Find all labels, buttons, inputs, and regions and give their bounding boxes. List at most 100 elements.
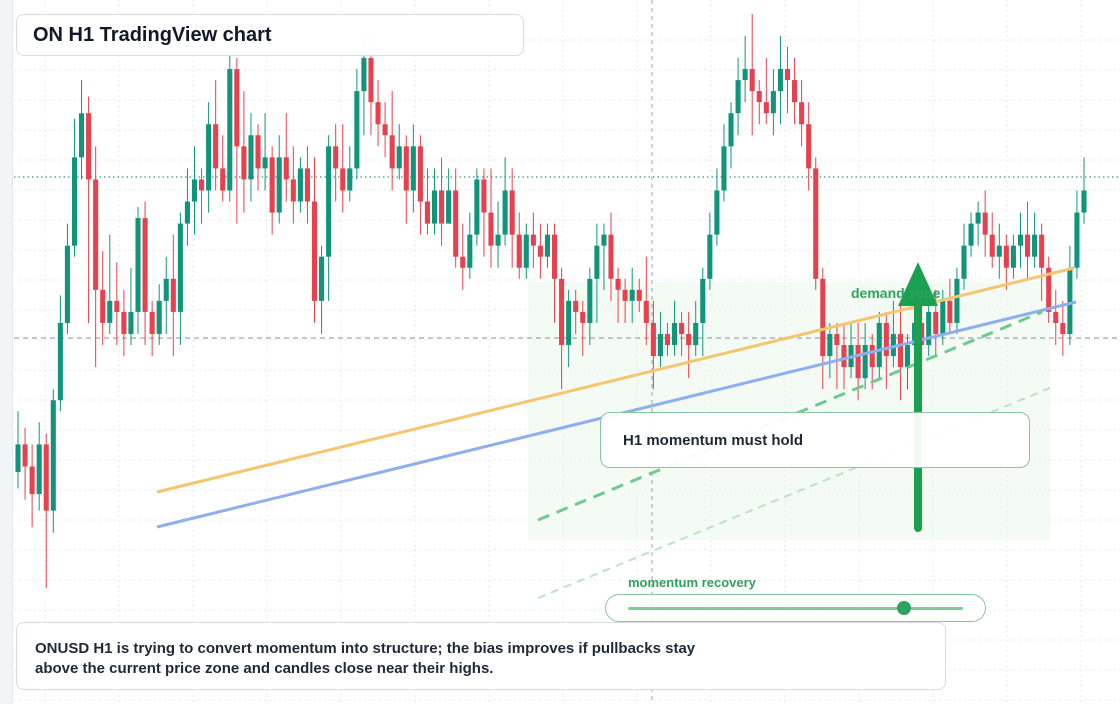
candle[interactable] bbox=[100, 251, 106, 346]
candle[interactable] bbox=[29, 444, 35, 528]
candle[interactable] bbox=[1053, 289, 1059, 346]
candle[interactable] bbox=[354, 69, 360, 180]
candle[interactable] bbox=[431, 168, 438, 235]
candle[interactable] bbox=[311, 157, 318, 323]
candle[interactable] bbox=[756, 80, 762, 125]
candle[interactable] bbox=[424, 168, 430, 235]
candle[interactable] bbox=[1017, 212, 1024, 268]
candle[interactable] bbox=[608, 212, 614, 301]
candle[interactable] bbox=[996, 223, 1002, 279]
candle[interactable] bbox=[199, 168, 205, 224]
candle[interactable] bbox=[488, 168, 494, 268]
candle[interactable] bbox=[728, 102, 734, 169]
candle[interactable] bbox=[276, 135, 282, 224]
candle[interactable] bbox=[566, 289, 572, 368]
candle[interactable] bbox=[1046, 256, 1052, 323]
candle[interactable] bbox=[403, 135, 409, 224]
candle[interactable] bbox=[389, 91, 395, 191]
candle[interactable] bbox=[396, 124, 402, 180]
candle[interactable] bbox=[241, 91, 247, 213]
candle[interactable] bbox=[1039, 223, 1045, 301]
candle[interactable] bbox=[714, 168, 720, 246]
candle[interactable] bbox=[142, 201, 148, 346]
candle[interactable] bbox=[1003, 234, 1009, 290]
candle[interactable] bbox=[220, 135, 226, 202]
candle[interactable] bbox=[467, 212, 473, 279]
candle[interactable] bbox=[297, 157, 303, 213]
candle[interactable] bbox=[580, 300, 586, 357]
candle[interactable] bbox=[897, 300, 903, 401]
candle[interactable] bbox=[672, 300, 678, 357]
candle[interactable] bbox=[417, 135, 423, 235]
candle[interactable] bbox=[700, 267, 706, 357]
candle[interactable] bbox=[121, 289, 127, 357]
candle[interactable] bbox=[248, 113, 254, 202]
candle[interactable] bbox=[629, 267, 635, 323]
candle[interactable] bbox=[530, 212, 536, 268]
candle[interactable] bbox=[460, 223, 466, 290]
candle[interactable] bbox=[439, 157, 445, 246]
candle[interactable] bbox=[269, 146, 275, 235]
candle[interactable] bbox=[1010, 234, 1016, 279]
candle[interactable] bbox=[191, 146, 198, 235]
candle[interactable] bbox=[679, 311, 685, 357]
candle[interactable] bbox=[876, 311, 882, 379]
candle[interactable] bbox=[135, 207, 141, 334]
candle[interactable] bbox=[827, 322, 833, 379]
candle[interactable] bbox=[43, 433, 49, 588]
candle[interactable] bbox=[410, 124, 416, 213]
candle[interactable] bbox=[601, 223, 607, 290]
candle[interactable] bbox=[340, 124, 346, 213]
candle[interactable] bbox=[559, 267, 565, 390]
candle[interactable] bbox=[813, 157, 819, 290]
candle[interactable] bbox=[57, 295, 63, 412]
candle[interactable] bbox=[622, 278, 628, 323]
candle[interactable] bbox=[509, 168, 515, 268]
candle[interactable] bbox=[177, 212, 183, 346]
candle[interactable] bbox=[453, 168, 459, 268]
candle[interactable] bbox=[262, 113, 268, 191]
candle[interactable] bbox=[333, 124, 339, 202]
candle[interactable] bbox=[1074, 190, 1080, 279]
candle[interactable] bbox=[502, 157, 508, 246]
candle[interactable] bbox=[319, 245, 325, 334]
candle[interactable] bbox=[869, 334, 875, 390]
candle[interactable] bbox=[128, 267, 134, 346]
candle[interactable] bbox=[763, 58, 769, 125]
candle[interactable] bbox=[93, 146, 99, 368]
candle[interactable] bbox=[375, 80, 381, 147]
candle[interactable] bbox=[1024, 201, 1031, 279]
candle[interactable] bbox=[156, 284, 162, 346]
candle[interactable] bbox=[36, 422, 42, 511]
candle[interactable] bbox=[544, 223, 551, 268]
candle[interactable] bbox=[255, 124, 261, 191]
candle[interactable] bbox=[982, 190, 988, 257]
candle[interactable] bbox=[799, 80, 805, 147]
candle[interactable] bbox=[806, 102, 812, 191]
candle[interactable] bbox=[184, 168, 190, 246]
candle[interactable] bbox=[206, 102, 212, 213]
candle[interactable] bbox=[107, 234, 113, 334]
candle[interactable] bbox=[170, 234, 176, 357]
candle[interactable] bbox=[742, 35, 748, 103]
candle[interactable] bbox=[615, 267, 621, 323]
candle[interactable] bbox=[784, 46, 791, 114]
candle[interactable] bbox=[1060, 300, 1066, 357]
candle[interactable] bbox=[1032, 212, 1038, 268]
candle[interactable] bbox=[693, 300, 699, 357]
candle[interactable] bbox=[15, 411, 21, 489]
candle[interactable] bbox=[347, 146, 353, 202]
candle[interactable] bbox=[650, 300, 656, 390]
candle[interactable] bbox=[537, 223, 543, 279]
candle[interactable] bbox=[474, 168, 480, 246]
candle[interactable] bbox=[707, 212, 713, 290]
candle[interactable] bbox=[481, 168, 487, 257]
candle[interactable] bbox=[114, 262, 120, 346]
candle[interactable] bbox=[968, 212, 974, 257]
candle[interactable] bbox=[71, 118, 78, 257]
candle[interactable] bbox=[636, 278, 642, 312]
green-dashed-trend-line[interactable] bbox=[537, 310, 1043, 522]
candle[interactable] bbox=[777, 35, 783, 125]
candle[interactable] bbox=[792, 58, 798, 125]
